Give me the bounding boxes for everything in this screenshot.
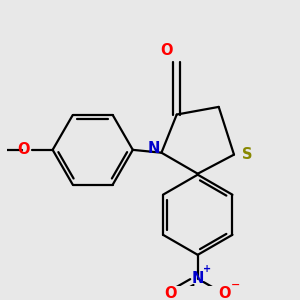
- Text: O: O: [165, 286, 177, 300]
- Text: N: N: [147, 141, 160, 156]
- Text: +: +: [203, 264, 211, 274]
- Text: O: O: [160, 43, 173, 58]
- Text: S: S: [242, 147, 252, 162]
- Text: O: O: [17, 142, 30, 158]
- Text: N: N: [191, 271, 204, 286]
- Text: O: O: [218, 286, 231, 300]
- Text: −: −: [231, 280, 241, 290]
